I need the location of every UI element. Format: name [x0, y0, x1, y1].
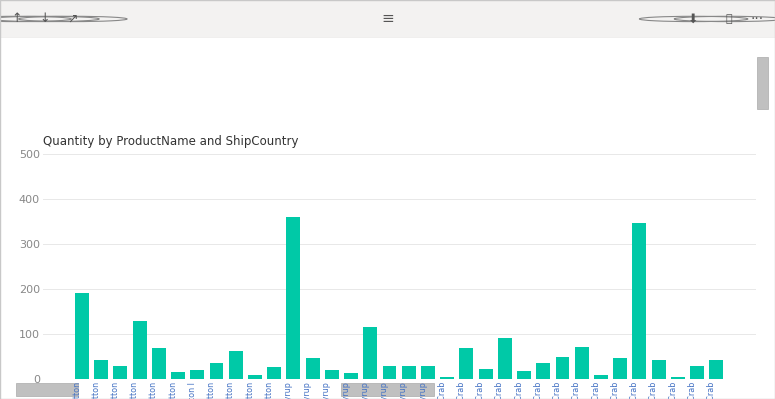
Bar	[652, 360, 666, 379]
Bar	[575, 348, 589, 379]
Bar	[113, 366, 127, 379]
Bar	[671, 377, 685, 379]
Text: ↓: ↓	[40, 12, 50, 26]
FancyBboxPatch shape	[757, 57, 768, 109]
Bar	[133, 321, 146, 379]
Bar	[440, 377, 454, 379]
FancyBboxPatch shape	[341, 383, 434, 396]
Bar	[401, 366, 415, 379]
Bar	[229, 351, 243, 379]
Bar	[709, 360, 723, 379]
Bar	[325, 370, 339, 379]
Bar	[152, 348, 166, 379]
Bar	[498, 338, 512, 379]
Bar	[691, 365, 704, 379]
Bar	[209, 363, 223, 379]
Bar	[363, 327, 377, 379]
Bar	[517, 371, 531, 379]
Bar	[556, 357, 570, 379]
Bar	[421, 366, 435, 379]
Bar	[594, 375, 608, 379]
Bar	[171, 372, 185, 379]
Bar	[632, 223, 646, 379]
Text: ⬇: ⬇	[688, 12, 699, 26]
Bar	[460, 348, 474, 379]
Bar	[267, 367, 281, 379]
Bar	[305, 358, 319, 379]
FancyBboxPatch shape	[16, 383, 78, 396]
Bar	[95, 360, 108, 379]
Text: Quantity by ProductName and ShipCountry: Quantity by ProductName and ShipCountry	[43, 135, 298, 148]
Bar	[344, 373, 358, 379]
Bar	[191, 370, 204, 379]
Bar	[613, 358, 627, 379]
Text: ⬜: ⬜	[725, 14, 732, 24]
Bar	[479, 369, 493, 379]
Bar	[248, 375, 262, 379]
Bar	[75, 293, 89, 379]
Bar	[536, 363, 550, 379]
Text: ···: ···	[751, 12, 763, 26]
Text: ↑: ↑	[12, 12, 22, 26]
Bar	[383, 365, 397, 379]
Text: ≡: ≡	[381, 12, 394, 26]
Text: ↗: ↗	[67, 12, 78, 26]
Bar	[287, 217, 301, 379]
